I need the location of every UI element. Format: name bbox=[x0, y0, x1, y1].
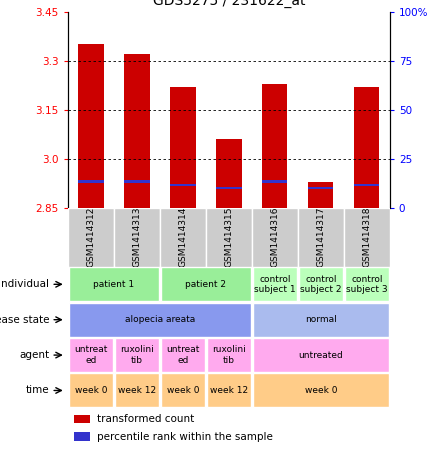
Bar bbox=[68, 207, 114, 267]
Bar bbox=[298, 207, 344, 267]
Bar bbox=[74, 414, 90, 424]
Bar bbox=[308, 187, 333, 189]
Bar bbox=[74, 432, 90, 441]
Text: week 0: week 0 bbox=[74, 386, 107, 395]
Bar bbox=[161, 267, 251, 301]
Text: normal: normal bbox=[305, 315, 337, 324]
Text: GSM1414314: GSM1414314 bbox=[178, 207, 187, 267]
Text: untreated: untreated bbox=[298, 351, 343, 360]
Bar bbox=[216, 139, 241, 207]
Bar bbox=[161, 338, 205, 372]
Text: GSM1414318: GSM1414318 bbox=[362, 207, 371, 267]
Bar bbox=[253, 338, 389, 372]
Text: week 12: week 12 bbox=[210, 386, 248, 395]
Bar bbox=[69, 338, 113, 372]
Text: untreat
ed: untreat ed bbox=[166, 345, 200, 365]
Bar bbox=[170, 87, 195, 207]
Bar bbox=[308, 182, 333, 207]
Bar bbox=[252, 207, 298, 267]
Bar bbox=[354, 87, 379, 207]
Bar bbox=[253, 373, 389, 407]
Bar bbox=[78, 44, 103, 207]
Text: percentile rank within the sample: percentile rank within the sample bbox=[97, 432, 273, 442]
Text: ruxolini
tib: ruxolini tib bbox=[212, 345, 246, 365]
Text: time: time bbox=[26, 386, 49, 395]
Bar bbox=[160, 207, 206, 267]
Bar bbox=[115, 338, 159, 372]
Text: GSM1414312: GSM1414312 bbox=[86, 207, 95, 267]
Text: agent: agent bbox=[19, 350, 49, 360]
Bar bbox=[207, 373, 251, 407]
Bar bbox=[114, 207, 160, 267]
Bar bbox=[69, 373, 113, 407]
Text: individual: individual bbox=[0, 280, 49, 289]
Text: control
subject 3: control subject 3 bbox=[346, 275, 388, 294]
Text: patient 1: patient 1 bbox=[93, 280, 134, 289]
Text: patient 2: patient 2 bbox=[185, 280, 226, 289]
Text: transformed count: transformed count bbox=[97, 414, 194, 424]
Bar bbox=[124, 54, 149, 207]
Bar bbox=[216, 187, 241, 189]
Text: week 0: week 0 bbox=[304, 386, 337, 395]
Text: GSM1414317: GSM1414317 bbox=[316, 207, 325, 267]
Text: control
subject 2: control subject 2 bbox=[300, 275, 342, 294]
Text: control
subject 1: control subject 1 bbox=[254, 275, 296, 294]
Bar bbox=[262, 180, 287, 183]
Bar bbox=[253, 267, 297, 301]
Text: GSM1414313: GSM1414313 bbox=[132, 207, 141, 267]
Text: disease state: disease state bbox=[0, 315, 49, 325]
Bar bbox=[78, 180, 103, 183]
Bar bbox=[253, 303, 389, 337]
Bar bbox=[170, 183, 195, 186]
Bar bbox=[206, 207, 252, 267]
Title: GDS5275 / 231622_at: GDS5275 / 231622_at bbox=[152, 0, 305, 8]
Bar bbox=[344, 207, 390, 267]
Bar bbox=[124, 180, 149, 183]
Text: GSM1414315: GSM1414315 bbox=[224, 207, 233, 267]
Text: alopecia areata: alopecia areata bbox=[125, 315, 195, 324]
Text: untreat
ed: untreat ed bbox=[74, 345, 108, 365]
Text: week 12: week 12 bbox=[118, 386, 156, 395]
Bar bbox=[161, 373, 205, 407]
Bar bbox=[69, 267, 159, 301]
Bar bbox=[115, 373, 159, 407]
Text: week 0: week 0 bbox=[166, 386, 199, 395]
Bar bbox=[262, 84, 287, 207]
Bar bbox=[345, 267, 389, 301]
Bar bbox=[354, 183, 379, 186]
Bar bbox=[207, 338, 251, 372]
Bar bbox=[299, 267, 343, 301]
Text: ruxolini
tib: ruxolini tib bbox=[120, 345, 154, 365]
Text: GSM1414316: GSM1414316 bbox=[270, 207, 279, 267]
Bar bbox=[69, 303, 251, 337]
